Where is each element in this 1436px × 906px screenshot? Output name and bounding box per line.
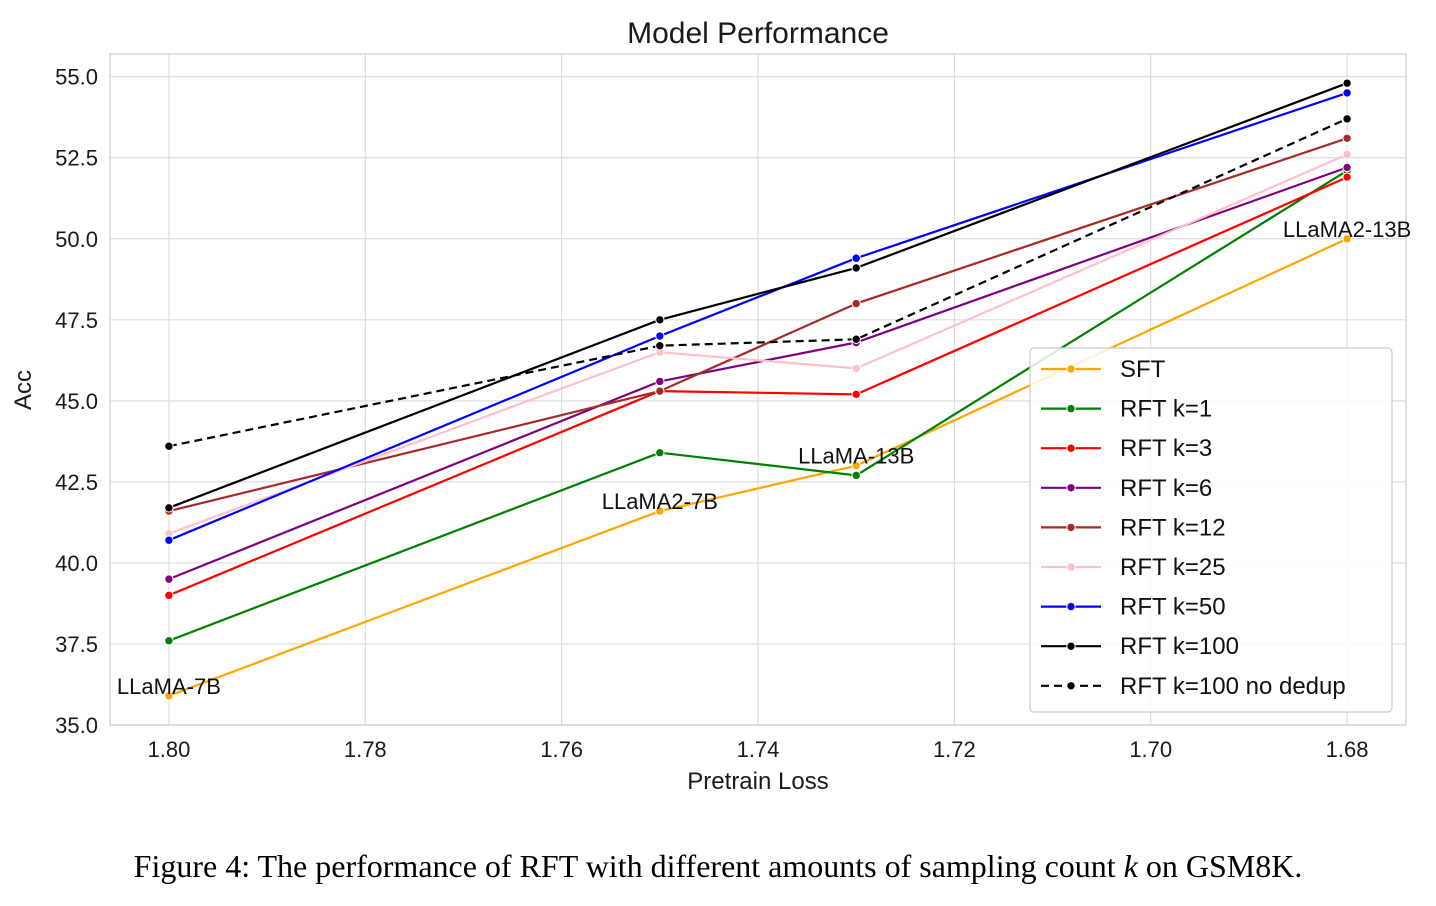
data-point xyxy=(655,376,665,387)
data-point xyxy=(851,253,861,263)
data-point xyxy=(164,590,174,601)
x-tick-label: 1.72 xyxy=(933,737,976,762)
series-line xyxy=(168,82,1348,509)
legend-entry-label: RFT k=6 xyxy=(1120,475,1212,502)
series-line xyxy=(168,166,1348,581)
x-tick-label: 1.68 xyxy=(1326,737,1369,762)
data-point xyxy=(1342,78,1352,88)
legend-entry-label: RFT k=25 xyxy=(1120,554,1226,581)
y-tick-label: 45.0 xyxy=(55,389,98,414)
data-point xyxy=(655,341,665,351)
data-point xyxy=(851,334,861,344)
x-axis-label: Pretrain Loss xyxy=(687,768,828,795)
data-point xyxy=(1342,133,1352,143)
y-tick-label: 35.0 xyxy=(55,713,98,738)
y-axis-ticks: 35.0 37.5 40.0 42.5 45.0 47.5 50.0 52.5 55.0 xyxy=(55,65,98,738)
legend-entry-label: RFT k=100 xyxy=(1120,633,1239,660)
data-point xyxy=(1342,162,1352,173)
legend-box xyxy=(1029,347,1393,713)
data-point xyxy=(164,503,174,513)
line-chart: 35.0 37.5 40.0 42.5 45.0 47.5 50.0 52.5 55.0 1.8… xyxy=(10,17,1411,795)
data-point xyxy=(164,636,174,646)
legend-swatch-marker xyxy=(1066,601,1076,612)
point-annotation: LLaMA2-7B xyxy=(602,489,718,514)
point-annotation: LLaMA2-13B xyxy=(1283,217,1411,242)
data-point xyxy=(655,386,665,396)
point-annotation: LLaMA-7B xyxy=(117,674,221,699)
data-point xyxy=(1342,114,1352,124)
caption-variable: k xyxy=(1123,848,1138,884)
chart-title: Model Performance xyxy=(627,17,889,50)
data-point xyxy=(1342,149,1352,160)
data-point xyxy=(851,298,861,309)
data-point xyxy=(851,470,861,481)
legend: SFT RFT k=1 RFT k=3 RFT k=6 RFT k=12 RFT k=25… xyxy=(1029,347,1393,713)
x-tick-label: 1.76 xyxy=(540,737,583,762)
y-tick-label: 37.5 xyxy=(55,632,98,657)
legend-swatch-marker xyxy=(1066,641,1076,651)
series-line xyxy=(168,117,1348,448)
series-line xyxy=(168,176,1348,597)
y-tick-label: 55.0 xyxy=(55,65,98,90)
legend-entry-label: RFT k=1 xyxy=(1120,396,1212,423)
legend-swatch-marker xyxy=(1066,562,1076,572)
data-point xyxy=(1342,88,1352,98)
legend-entry-label: RFT k=3 xyxy=(1120,435,1212,462)
legend-entry-label: RFT k=100 no dedup xyxy=(1120,673,1346,700)
data-point xyxy=(851,263,861,273)
figure-caption: Figure 4: The performance of RFT with di… xyxy=(0,848,1436,885)
legend-swatch-marker xyxy=(1066,483,1076,493)
annotations: LLaMA-7B LLaMA2-7B LLaMA-13B LLaMA2-13B xyxy=(117,217,1411,699)
data-point xyxy=(655,331,665,341)
data-point xyxy=(851,363,861,374)
data-point xyxy=(164,535,174,545)
legend-entry-label: RFT k=12 xyxy=(1120,514,1226,541)
plot-frame xyxy=(109,53,1407,726)
legend-swatch-marker xyxy=(1066,681,1076,691)
y-tick-label: 42.5 xyxy=(55,470,98,495)
data-point xyxy=(851,389,861,400)
data-point xyxy=(1342,172,1352,182)
x-tick-label: 1.78 xyxy=(344,737,387,762)
legend-swatch-marker xyxy=(1066,403,1076,414)
legend-swatch-marker xyxy=(1066,522,1076,533)
y-axis-label: Acc xyxy=(10,370,37,410)
x-tick-label: 1.74 xyxy=(737,737,780,762)
data-point xyxy=(164,441,174,451)
x-axis-ticks: 1.80 1.78 1.76 1.74 1.72 1.70 1.68 xyxy=(147,737,1368,762)
series-line xyxy=(168,169,1348,642)
x-tick-label: 1.70 xyxy=(1129,737,1172,762)
caption-suffix: on GSM8K. xyxy=(1137,848,1303,884)
series-line xyxy=(168,137,1348,513)
series-lines xyxy=(164,78,1352,701)
data-point xyxy=(164,691,174,701)
legend-entry-label: SFT xyxy=(1120,356,1166,383)
legend-swatch-marker xyxy=(1066,364,1076,374)
legend-entry-label: RFT k=50 xyxy=(1120,594,1226,621)
data-point xyxy=(851,460,861,471)
data-point xyxy=(655,315,665,325)
legend-swatch-marker xyxy=(1066,443,1076,453)
data-point xyxy=(655,448,665,458)
data-point xyxy=(164,574,174,584)
y-tick-label: 40.0 xyxy=(55,551,98,576)
data-point xyxy=(1342,234,1352,244)
series-line xyxy=(168,153,1348,535)
y-tick-label: 50.0 xyxy=(55,227,98,252)
point-annotation: LLaMA-13B xyxy=(798,444,914,469)
data-point xyxy=(655,506,665,516)
caption-prefix: Figure 4: The performance of RFT with di… xyxy=(133,848,1124,884)
y-tick-label: 52.5 xyxy=(55,146,98,171)
y-tick-label: 47.5 xyxy=(55,308,98,333)
x-tick-label: 1.80 xyxy=(147,737,190,762)
